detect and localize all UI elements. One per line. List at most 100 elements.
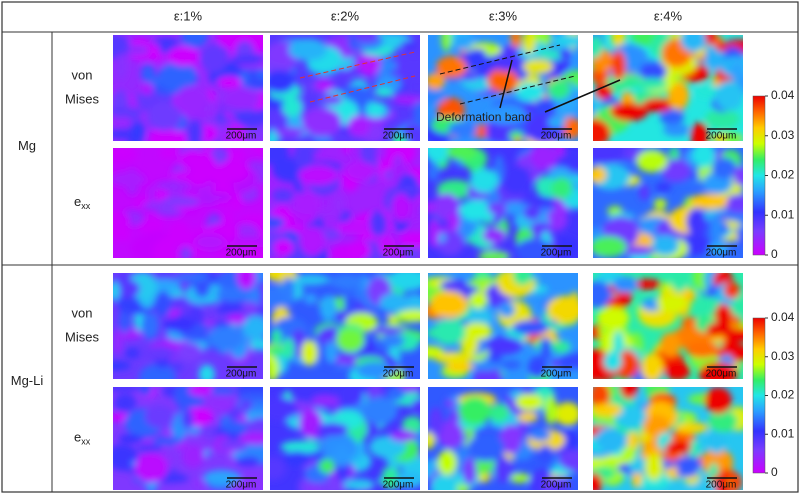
row-label: exx — [74, 194, 91, 211]
map-blob — [288, 38, 328, 61]
map-blob — [517, 412, 538, 423]
scale-bar-label: 200μm — [226, 480, 257, 491]
map-blob — [345, 160, 377, 182]
map-blob — [639, 61, 667, 82]
map-blob — [467, 361, 501, 371]
map-blob — [528, 356, 547, 379]
map-blob — [501, 359, 522, 370]
strain-map: 200μm — [428, 35, 578, 141]
map-blob — [509, 131, 524, 140]
map-blob — [158, 473, 190, 484]
map-blob — [319, 295, 337, 322]
map-blob — [620, 446, 636, 463]
map-blob — [458, 396, 492, 425]
map-blob — [356, 361, 393, 379]
scale-bar-label: 200μm — [383, 369, 414, 380]
map-blob — [134, 452, 168, 483]
map-blob — [245, 78, 263, 88]
colorbar-tick-label: 0.03 — [771, 128, 795, 142]
map-blob — [725, 131, 741, 141]
map-blob — [302, 107, 342, 137]
strain-map: 200μm — [113, 273, 263, 379]
map-blob — [593, 280, 612, 309]
map-blob — [198, 364, 215, 379]
map-blob — [141, 311, 159, 340]
map-blob — [139, 387, 152, 397]
map-blob — [275, 126, 305, 138]
map-blob — [512, 273, 533, 286]
map-blob — [333, 445, 351, 467]
map-blob — [499, 424, 522, 454]
map-blob — [434, 351, 475, 365]
map-blob — [689, 193, 729, 210]
map-blob — [464, 48, 492, 71]
strain-map: 200μm — [270, 273, 420, 380]
map-blob — [428, 148, 451, 163]
map-blob — [192, 477, 205, 490]
map-blob — [428, 88, 446, 105]
map-blob — [291, 274, 330, 286]
map-blob — [444, 398, 456, 409]
map-texture — [428, 387, 578, 490]
map-blob — [368, 210, 388, 237]
map-blob — [250, 246, 263, 258]
map-blob — [733, 165, 743, 186]
map-blob — [293, 148, 314, 169]
map-blob — [551, 35, 578, 48]
map-blob — [132, 120, 144, 141]
map-blob — [501, 164, 532, 195]
strain-map: 200μm — [593, 387, 743, 490]
group-label: Mg-Li — [11, 373, 44, 388]
map-blob — [620, 387, 639, 399]
map-blob — [236, 273, 256, 290]
map-blob — [631, 278, 662, 290]
map-blob — [643, 414, 671, 437]
colorbar-tick-label: 0.02 — [771, 168, 795, 182]
map-blob — [593, 166, 607, 184]
map-blob — [388, 273, 420, 291]
map-blob — [357, 52, 381, 76]
row-label: Mises — [65, 91, 99, 106]
map-blob — [617, 245, 656, 256]
row-label-sub: xx — [81, 201, 91, 211]
map-blob — [337, 387, 364, 408]
map-blob — [146, 102, 182, 131]
map-blob — [137, 444, 163, 454]
map-blob — [152, 239, 176, 258]
map-blob — [498, 302, 515, 318]
map-blob — [596, 306, 630, 329]
map-blob — [242, 301, 258, 316]
map-blob — [681, 316, 700, 330]
colorbar-tick-label: 0.01 — [771, 207, 795, 221]
map-blob — [392, 95, 420, 105]
strain-map: 200μm — [428, 273, 578, 379]
map-blob — [398, 309, 420, 321]
map-blob — [708, 241, 729, 256]
map-blob — [659, 109, 685, 126]
map-blob — [283, 451, 312, 467]
map-texture — [270, 387, 420, 490]
map-blob — [514, 238, 553, 258]
map-blob — [304, 293, 318, 305]
map-blob — [319, 458, 335, 474]
map-blob — [529, 148, 558, 171]
map-blob — [270, 397, 298, 422]
map-blob — [440, 279, 469, 292]
map-blob — [393, 185, 420, 194]
map-blob — [359, 148, 377, 164]
row-label: von — [72, 67, 93, 82]
map-blob — [204, 394, 235, 414]
map-blob — [119, 307, 131, 334]
row-label-main: e — [74, 194, 81, 209]
map-blob — [445, 362, 474, 372]
map-blob — [154, 290, 172, 317]
map-blob — [316, 422, 349, 436]
map-blob — [613, 330, 624, 356]
map-blob — [593, 148, 623, 165]
scale-bar-label: 200μm — [383, 480, 414, 491]
map-blob — [207, 325, 244, 351]
map-blob — [634, 78, 668, 90]
map-blob — [540, 336, 552, 361]
map-blob — [660, 332, 681, 357]
map-blob — [653, 198, 667, 210]
